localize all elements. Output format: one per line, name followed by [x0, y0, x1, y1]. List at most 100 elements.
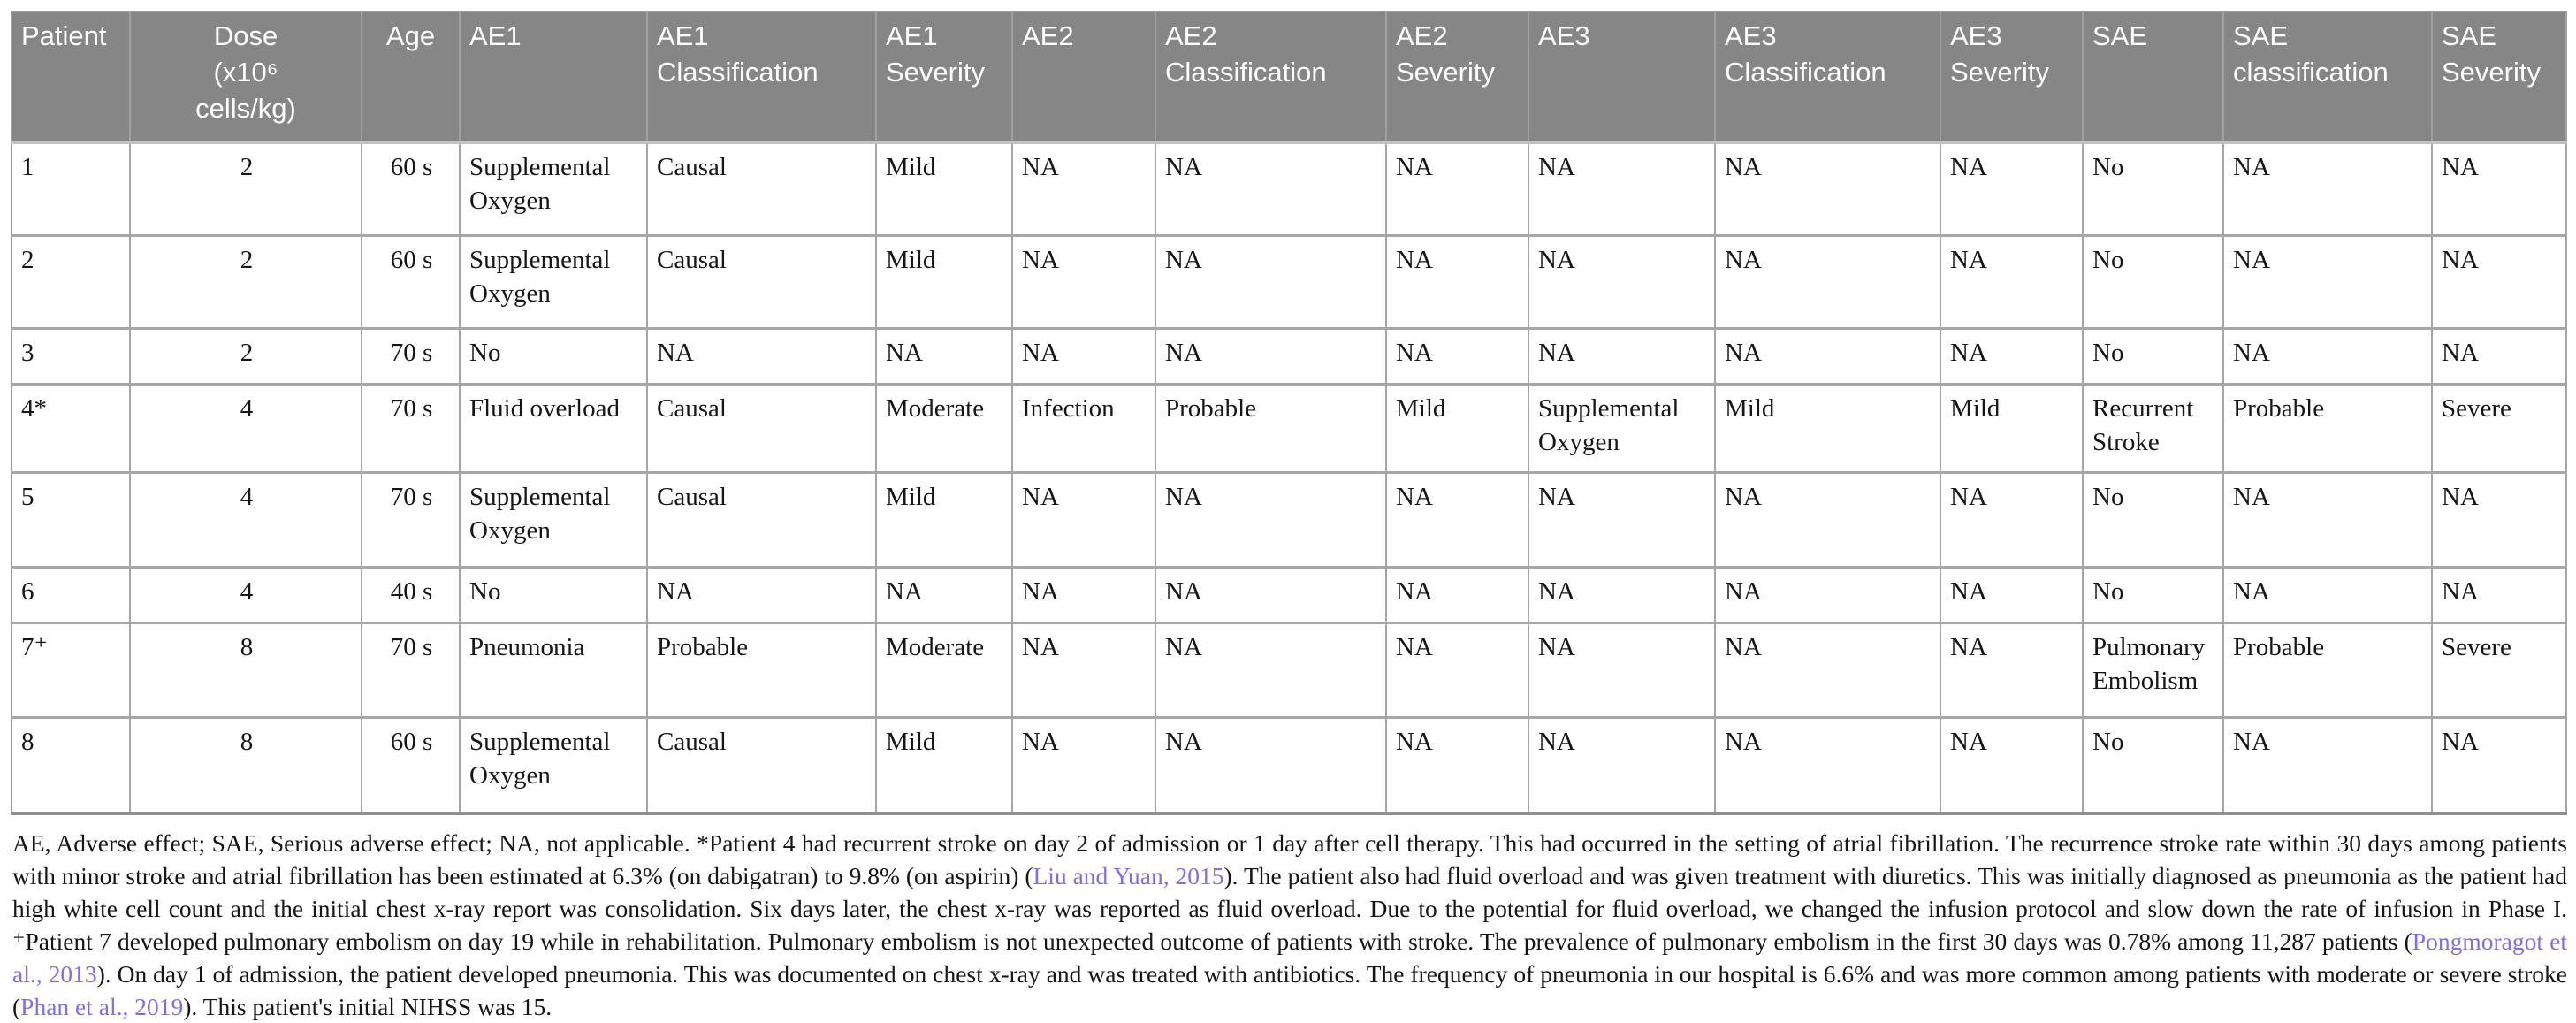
table-cell: NA — [1940, 565, 2084, 622]
table-cell: Pneumonia — [460, 621, 648, 717]
table-row: 1 2 60 s Supplemental Oxygen Causal Mild NA NA N… — [11, 141, 2567, 235]
table-cell: Mild — [876, 141, 1013, 235]
table-cell: Mild — [1940, 382, 2084, 472]
table-cell: NA — [1715, 326, 1941, 384]
table-cell: 70 s — [362, 470, 461, 567]
table-row: 3 2 70 s No NA NA NA NA NA NA NA NA No NA NA — [11, 326, 2567, 384]
table-cell: NA — [1940, 621, 2084, 717]
table-cell: 8 — [130, 621, 362, 717]
table-cell: Probable — [2223, 621, 2433, 717]
table-cell: Moderate — [876, 621, 1013, 717]
table-cell: 70 s — [362, 326, 461, 384]
col-header-sae-severity: SAE Severity — [2432, 11, 2567, 144]
table-cell: 2 — [130, 233, 362, 328]
table-cell: Supplemental Oxygen — [460, 715, 648, 813]
table-cell: NA — [1528, 470, 1716, 567]
table-cell: No — [460, 565, 648, 622]
table-cell: NA — [2432, 326, 2567, 384]
adverse-events-table: Patient Dose (x10⁶ cells/kg) Age AE1 AE1… — [11, 11, 2567, 815]
col-header-ae2: AE2 — [1012, 11, 1156, 144]
col-header-ae1-severity: AE1 Severity — [876, 11, 1013, 144]
table-cell: Probable — [1155, 382, 1387, 472]
table-cell: NA — [1386, 326, 1529, 384]
table-cell: Moderate — [876, 382, 1013, 472]
table-cell: 3 — [11, 326, 131, 384]
table-cell: NA — [1012, 470, 1156, 567]
table-row: 4* 4 70 s Fluid overload Causal Moderate Infec… — [11, 382, 2567, 472]
header-row: Patient Dose (x10⁶ cells/kg) Age AE1 AE1… — [11, 11, 2567, 144]
table-cell: 70 s — [362, 382, 461, 472]
table-cell: NA — [1940, 141, 2084, 235]
table-cell: NA — [1386, 621, 1529, 717]
table-cell: No — [2083, 326, 2224, 384]
table-cell: No — [2083, 470, 2224, 567]
table-cell: NA — [1715, 470, 1941, 567]
table-cell: 70 s — [362, 621, 461, 717]
table-cell: NA — [1528, 326, 1716, 384]
col-header-age: Age — [362, 11, 461, 144]
table-cell: NA — [1155, 715, 1387, 813]
table-cell: 1 — [11, 141, 131, 235]
table-cell: NA — [647, 565, 877, 622]
citation-link[interactable]: Liu and Yuan, 2015 — [1033, 862, 1224, 889]
table-cell: No — [2083, 141, 2224, 235]
table-cell: No — [2083, 565, 2224, 622]
table-cell: NA — [1528, 233, 1716, 328]
table-cell: NA — [1386, 470, 1529, 567]
table-cell: 7⁺ — [11, 621, 131, 717]
table-cell: NA — [1715, 233, 1941, 328]
table-body: 1 2 60 s Supplemental Oxygen Causal Mild NA NA N… — [11, 141, 2567, 813]
table-cell: Mild — [876, 233, 1013, 328]
footnote-text: ). This patient's initial NIHSS was 15. — [183, 993, 553, 1020]
table-cell: 4 — [130, 382, 362, 472]
col-header-dose: Dose (x10⁶ cells/kg) — [130, 11, 362, 144]
table-cell: 40 s — [362, 565, 461, 622]
col-header-ae3-severity: AE3 Severity — [1940, 11, 2084, 144]
table-cell: NA — [1715, 141, 1941, 235]
table-cell: 8 — [11, 715, 131, 813]
col-header-ae3-classification: AE3 Classification — [1715, 11, 1941, 144]
table-cell: Severe — [2432, 382, 2567, 472]
table-cell: NA — [1155, 565, 1387, 622]
footnote: AE, Adverse effect; SAE, Serious adverse… — [12, 827, 2567, 1023]
table-cell: NA — [876, 565, 1013, 622]
footnote-text: ). The patient also had fluid overload a… — [12, 862, 2567, 955]
col-header-sae: SAE — [2083, 11, 2224, 144]
table-row: 6 4 40 s No NA NA NA NA NA NA NA NA No NA NA — [11, 565, 2567, 622]
citation-link[interactable]: Phan et al., 2019 — [20, 993, 184, 1020]
table-cell: NA — [1715, 715, 1941, 813]
table-cell: NA — [2223, 715, 2433, 813]
table-cell: NA — [1155, 233, 1387, 328]
footnote-text: ). On day 1 of admission, the patient de… — [12, 960, 2567, 1020]
table-cell: NA — [1386, 233, 1529, 328]
table-cell: NA — [1155, 141, 1387, 235]
table-row: 2 2 60 s Supplemental Oxygen Causal Mild NA NA N… — [11, 233, 2567, 328]
table-cell: NA — [1528, 715, 1716, 813]
table-cell: Fluid overload — [460, 382, 648, 472]
table-cell: NA — [1155, 621, 1387, 717]
table-cell: Mild — [876, 470, 1013, 567]
col-header-ae3: AE3 — [1528, 11, 1716, 144]
table-cell: 2 — [130, 326, 362, 384]
table-row: 5 4 70 s Supplemental Oxygen Causal Mild NA NA N… — [11, 470, 2567, 567]
table-cell: 60 s — [362, 233, 461, 328]
table-cell: Mild — [1715, 382, 1941, 472]
table-cell: Mild — [1386, 382, 1529, 472]
table-cell: Severe — [2432, 621, 2567, 717]
table-cell: NA — [1528, 565, 1716, 622]
table-cell: Mild — [876, 715, 1013, 813]
table-cell: NA — [1940, 326, 2084, 384]
table-row: 7⁺ 8 70 s Pneumonia Probable Moderate NA NA NA NA… — [11, 621, 2567, 717]
table-cell: 4 — [130, 565, 362, 622]
table-cell: No — [2083, 715, 2224, 813]
table-cell: Causal — [647, 141, 877, 235]
table-cell: Causal — [647, 715, 877, 813]
citation-link[interactable]: Pongmoragot et al., 2013 — [12, 928, 2567, 988]
table-cell: Infection — [1012, 382, 1156, 472]
table-cell: NA — [1155, 326, 1387, 384]
table-cell: NA — [1715, 621, 1941, 717]
table-cell: NA — [2432, 715, 2567, 813]
table-cell: No — [2083, 233, 2224, 328]
table-cell: Supplemental Oxygen — [460, 141, 648, 235]
